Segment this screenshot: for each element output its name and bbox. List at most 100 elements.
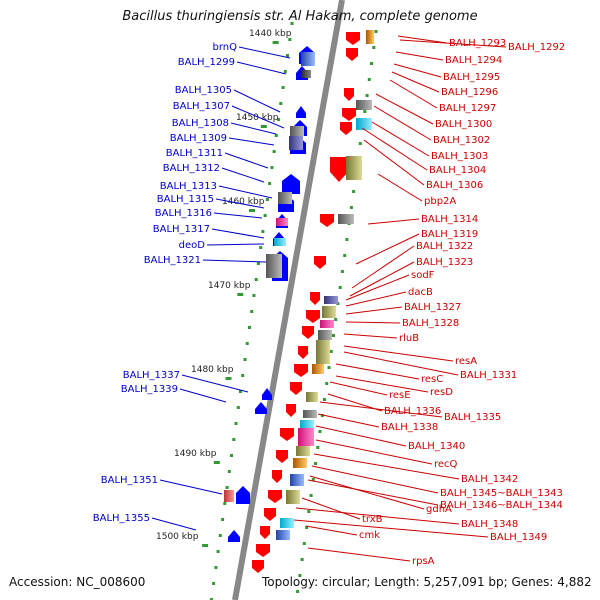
gene-label-right: BALH_1300 bbox=[435, 119, 492, 130]
gene-label-left: BALH_1317 bbox=[153, 224, 210, 235]
gene-arrow-left bbox=[228, 530, 240, 542]
gene-arrow-left bbox=[296, 106, 306, 118]
track-dot bbox=[230, 454, 233, 457]
gene-label-left: BALH_1312 bbox=[163, 163, 220, 174]
gene-label-right: BALH_1336 bbox=[384, 406, 441, 417]
track-dot bbox=[288, 38, 292, 41]
track-dot bbox=[314, 462, 317, 465]
leader-line-right bbox=[391, 71, 440, 93]
feature-block bbox=[356, 118, 372, 130]
leader-line-left bbox=[218, 185, 273, 199]
kbp-tick-label: 1500 kbp bbox=[156, 532, 199, 542]
track-dot bbox=[298, 574, 302, 577]
gene-arrow-right bbox=[340, 122, 352, 135]
kbp-tick-mark bbox=[237, 293, 244, 296]
gene-label-right: BALH_1303 bbox=[431, 151, 488, 162]
leader-line-left bbox=[211, 228, 265, 239]
gene-label-left: BALH_1309 bbox=[170, 133, 227, 144]
gene-arrow-right bbox=[346, 48, 358, 61]
track-dot bbox=[349, 206, 353, 209]
gene-label-right: BALH_1322 bbox=[416, 241, 473, 252]
feature-block bbox=[306, 392, 318, 402]
gene-label-right: BALH_1296 bbox=[441, 87, 498, 98]
feature-block bbox=[356, 100, 372, 110]
feature-block bbox=[278, 192, 292, 204]
leader-line-right bbox=[363, 139, 425, 186]
gene-arrow-right bbox=[344, 88, 354, 101]
track-dot bbox=[245, 342, 249, 345]
track-dot bbox=[232, 438, 236, 441]
feature-block bbox=[338, 214, 354, 224]
leader-line-right bbox=[305, 525, 358, 536]
gene-label-right: BALH_1293 bbox=[449, 38, 506, 49]
gene-arrow-right bbox=[330, 157, 348, 182]
gene-label-right: rpsA bbox=[412, 556, 435, 567]
track-dot bbox=[311, 478, 315, 481]
track-dot bbox=[241, 374, 245, 377]
gene-label-left: BALH_1321 bbox=[144, 255, 201, 266]
track-dot bbox=[274, 134, 278, 137]
track-dot bbox=[216, 550, 220, 553]
topology-text: Topology: circular; Length: 5,257,091 bp… bbox=[262, 575, 592, 589]
gene-label-right: BALH_1349 bbox=[490, 532, 547, 543]
feature-block bbox=[289, 136, 303, 150]
feature-block bbox=[276, 218, 288, 226]
leader-line-left bbox=[181, 374, 249, 393]
track-dot bbox=[270, 166, 274, 169]
leader-line-right bbox=[311, 465, 439, 494]
leader-line-right bbox=[343, 333, 398, 339]
track-dot bbox=[367, 78, 371, 81]
gene-label-right: sodF bbox=[411, 270, 435, 281]
leader-line-right bbox=[399, 39, 507, 48]
leader-line-left bbox=[159, 479, 223, 495]
track-dot bbox=[214, 566, 218, 569]
gene-arrow-right bbox=[302, 326, 314, 339]
gene-label-right: BALH_1323 bbox=[416, 257, 473, 268]
gene-label-right: resE bbox=[389, 390, 411, 401]
track-dot bbox=[209, 598, 213, 600]
gene-label-right: resA bbox=[455, 356, 477, 367]
kbp-tick-label: 1480 kbp bbox=[191, 365, 234, 375]
feature-block bbox=[303, 410, 317, 418]
gene-label-right: BALH_1331 bbox=[460, 370, 517, 381]
leader-line-right bbox=[319, 401, 443, 418]
gene-label-right: BALH_1319 bbox=[421, 229, 478, 240]
gene-label-right: dacB bbox=[408, 287, 433, 298]
gene-arrow-right bbox=[306, 310, 320, 323]
track-dot bbox=[320, 414, 324, 417]
leader-line-right bbox=[395, 51, 444, 61]
track-dot bbox=[225, 486, 229, 489]
track-dot bbox=[374, 30, 378, 33]
gene-label-left: brnQ bbox=[213, 42, 238, 53]
leader-line-left bbox=[236, 61, 287, 75]
feature-block bbox=[312, 364, 324, 374]
leader-line-left bbox=[202, 259, 267, 263]
gene-arrow-left bbox=[262, 388, 272, 400]
gene-arrow-right bbox=[256, 544, 270, 557]
leader-line-right bbox=[293, 519, 489, 538]
feature-block bbox=[276, 530, 290, 540]
accession-text: Accession: NC_008600 bbox=[9, 575, 146, 589]
feature-block bbox=[320, 320, 334, 328]
track-dot bbox=[334, 318, 338, 321]
gene-arrow-right bbox=[320, 214, 334, 227]
kbp-tick-label: 1460 kbp bbox=[222, 197, 265, 207]
track-dot bbox=[212, 582, 216, 585]
leader-line-left bbox=[215, 198, 265, 209]
gene-label-right: BALH_1342 bbox=[461, 474, 518, 485]
track-dot bbox=[318, 430, 322, 433]
feature-block bbox=[293, 458, 307, 468]
gene-label-right: BALH_1314 bbox=[421, 214, 478, 225]
feature-block bbox=[324, 296, 338, 304]
feature-block bbox=[274, 238, 286, 246]
track-dot bbox=[323, 398, 326, 401]
gene-label-left: BALH_1313 bbox=[160, 181, 217, 192]
leader-line-left bbox=[206, 243, 265, 246]
feature-block bbox=[346, 156, 362, 180]
leader-line-right bbox=[367, 218, 420, 225]
leader-line-right bbox=[335, 363, 420, 380]
track-dot bbox=[358, 142, 362, 145]
gene-label-right: BALH_1328 bbox=[402, 318, 459, 329]
